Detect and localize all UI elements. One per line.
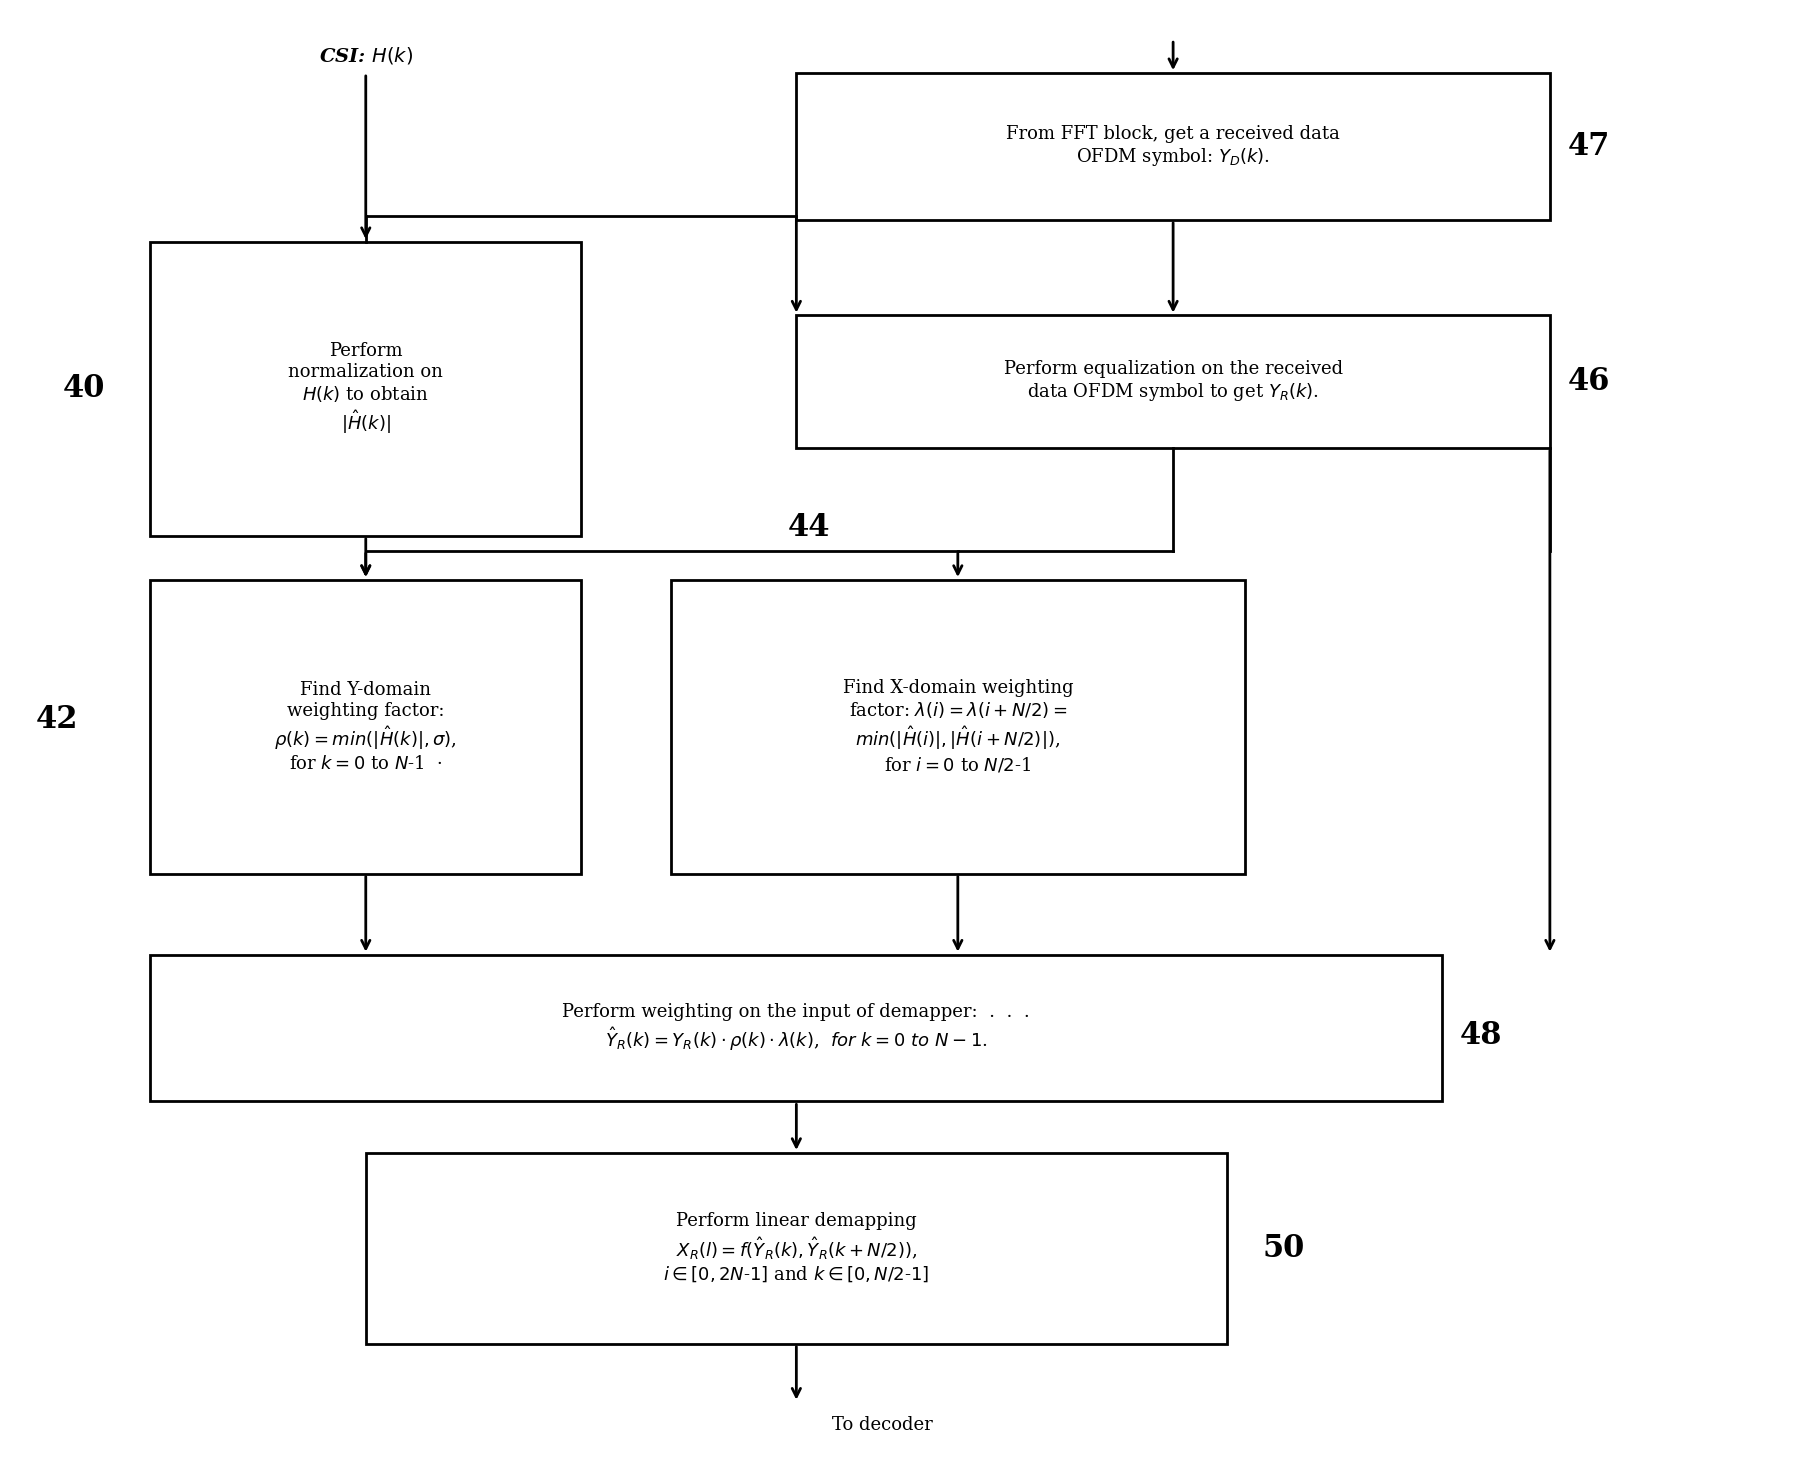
Bar xyxy=(150,955,1442,1102)
Text: Perform linear demapping
$X_R(l) = f(\hat{Y}_R(k), \hat{Y}_R(k+N/2))$,
$i \in [0: Perform linear demapping $X_R(l) = f(\ha… xyxy=(663,1213,929,1284)
Text: From FFT block, get a received data
OFDM symbol: $Y_{D}(k)$.: From FFT block, get a received data OFDM… xyxy=(1006,125,1339,168)
Bar xyxy=(150,242,580,535)
Bar xyxy=(150,580,580,873)
Text: 46: 46 xyxy=(1567,366,1610,397)
Text: Find X-domain weighting
factor: $\lambda(i)= \lambda(i+N/2)=$
$min(|\hat{H}(i)|,: Find X-domain weighting factor: $\lambda… xyxy=(842,679,1073,774)
Text: 47: 47 xyxy=(1567,131,1610,162)
Text: Perform weighting on the input of demapper:  .  .  .
$\hat{Y}_R(k) = Y_R(k) \cdo: Perform weighting on the input of demapp… xyxy=(562,1003,1030,1053)
Text: 42: 42 xyxy=(36,704,80,736)
Text: 44: 44 xyxy=(786,512,829,543)
Text: 50: 50 xyxy=(1261,1232,1305,1264)
Text: Perform
normalization on
$H(k)$ to obtain
$|\hat{H}(k)|$: Perform normalization on $H(k)$ to obtai… xyxy=(287,343,443,436)
Bar xyxy=(670,580,1245,873)
Text: Find Y-domain
weighting factor:
$\rho(k)= min(|\hat{H}(k)|,\sigma)$,
for $k = 0$: Find Y-domain weighting factor: $\rho(k)… xyxy=(275,681,457,773)
Text: Perform equalization on the received
data OFDM symbol to get $Y_R(k)$.: Perform equalization on the received dat… xyxy=(1003,360,1343,403)
Text: 40: 40 xyxy=(63,374,105,405)
Bar xyxy=(795,316,1549,448)
Bar xyxy=(795,73,1549,219)
Bar xyxy=(365,1152,1227,1344)
Text: CSI: $H(k)$: CSI: $H(k)$ xyxy=(318,44,412,65)
Text: 48: 48 xyxy=(1460,1020,1502,1051)
Text: To decoder: To decoder xyxy=(831,1416,932,1434)
